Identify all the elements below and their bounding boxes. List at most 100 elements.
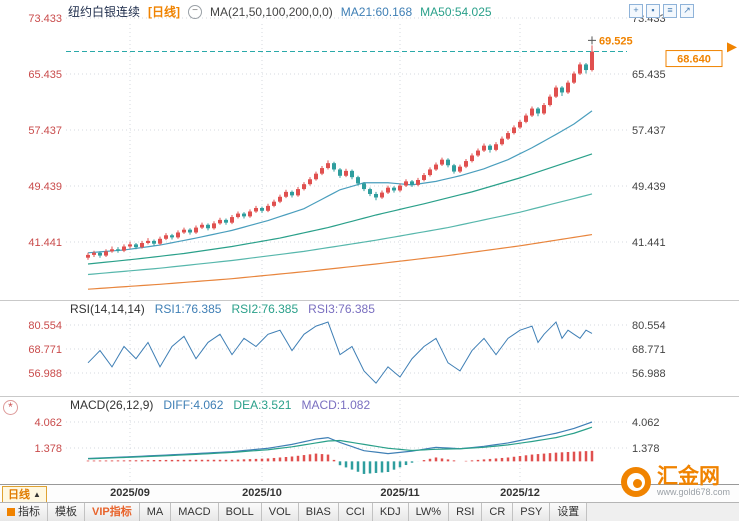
ma-settings-label: MA(21,50,100,200,0,0) — [210, 4, 333, 19]
candle — [488, 145, 492, 150]
candle — [158, 238, 162, 244]
macd-diff-line — [87, 421, 593, 460]
toolbar-tab-MA[interactable]: MA — [139, 503, 172, 521]
price-tick-left: 41.441 — [28, 237, 62, 249]
candle — [248, 211, 252, 217]
candle — [326, 163, 330, 169]
month-label: 2025/09 — [110, 487, 150, 499]
indicator-star-icon[interactable]: * — [3, 400, 18, 415]
price-tick-left: 65.435 — [28, 69, 62, 81]
toolbar-tab-CR[interactable]: CR — [482, 503, 514, 521]
zoom-out-icon[interactable]: − — [188, 4, 203, 19]
macd-tick-left: 1.378 — [34, 443, 62, 455]
candle — [188, 229, 192, 233]
toolbar-tab-label: BIAS — [305, 505, 331, 518]
price-tick-right: 57.437 — [632, 125, 666, 137]
candle — [368, 189, 372, 194]
macd-tick-right: 1.378 — [632, 443, 660, 455]
diff-value: DIFF:4.062 — [163, 398, 224, 412]
candle — [536, 108, 540, 114]
toolbar-tab-PSY[interactable]: PSY — [513, 503, 551, 521]
candle — [308, 179, 312, 185]
candle — [464, 161, 468, 167]
candle — [260, 207, 264, 211]
candle — [590, 51, 594, 71]
toolbar-tab-label: RSI — [456, 505, 475, 518]
crosshair-icon[interactable]: + — [629, 4, 643, 18]
candle — [128, 244, 132, 247]
toolbar-tab-BIAS[interactable]: BIAS — [298, 503, 339, 521]
price-tick-left: 57.437 — [28, 125, 62, 137]
price-tick-right: 41.441 — [632, 237, 666, 249]
compare-icon[interactable]: ≡ — [663, 4, 677, 18]
month-label: 2025/11 — [380, 487, 420, 499]
chart-header: 纽约白银连续 [日线] − MA(21,50,100,200,0,0) MA21… — [68, 3, 492, 20]
toolbar-tab-BOLL[interactable]: BOLL — [218, 503, 262, 521]
toolbar-tab-RSI[interactable]: RSI — [449, 503, 483, 521]
expand-icon[interactable]: ↗ — [680, 4, 694, 18]
price-tick-left: 49.439 — [28, 181, 62, 193]
toolbar-tab-CCI[interactable]: CCI — [338, 503, 373, 521]
candle — [278, 196, 282, 202]
toolbar-tab-设置[interactable]: 设置 — [550, 503, 588, 521]
toolbar-tab-指标[interactable]: 指标 — [0, 503, 48, 521]
candle — [338, 169, 342, 176]
candle — [314, 173, 318, 180]
toolbar-tab-KDJ[interactable]: KDJ — [372, 503, 409, 521]
candle — [500, 138, 504, 145]
candle — [254, 207, 258, 212]
rsi2-value: RSI2:76.385 — [231, 302, 299, 316]
candle — [380, 192, 384, 198]
toolbar-tab-VIP指标[interactable]: VIP指标 — [85, 503, 140, 521]
price-tick-right: 65.435 — [632, 69, 666, 81]
candle — [86, 254, 90, 258]
macd-header: MACD(26,12,9) DIFF:4.062 DEA:3.521 MACD:… — [70, 398, 370, 412]
macd-tick-right: 4.062 — [632, 417, 660, 429]
rsi-tick-left: 68.771 — [28, 344, 62, 356]
candle — [416, 179, 420, 185]
candle — [506, 133, 510, 139]
candle — [578, 64, 582, 74]
candle — [494, 144, 498, 150]
toolbar-tab-label: MACD — [178, 505, 211, 518]
rsi-header: RSI(14,14,14) RSI1:76.385 RSI2:76.385 RS… — [70, 302, 375, 316]
candle — [266, 205, 270, 211]
toolbar-tab-MACD[interactable]: MACD — [171, 503, 219, 521]
candle — [242, 213, 246, 217]
candle — [218, 219, 222, 224]
candle — [452, 165, 456, 172]
xaxis-bar: 日线 ▲ 2025/09 2025/10 2025/11 2025/12 — [0, 484, 739, 503]
candle — [428, 169, 432, 176]
ma50-value-label: MA50:54.025 — [420, 4, 492, 19]
candle — [554, 87, 558, 97]
price-arrow-icon — [727, 42, 737, 53]
candle — [440, 159, 444, 165]
candle — [404, 181, 408, 186]
chevron-up-icon: ▲ — [33, 489, 41, 499]
indicator-grid-icon — [7, 508, 15, 516]
candle — [530, 108, 534, 116]
session-high-label: 69.525 — [599, 35, 633, 47]
ma21-value-label: MA21:60.168 — [340, 4, 413, 19]
candle — [284, 191, 288, 197]
period-button[interactable]: 日线 ▲ — [2, 486, 47, 503]
candle — [476, 150, 480, 156]
toolbar-tab-模板[interactable]: 模板 — [48, 503, 85, 521]
candle — [206, 224, 210, 229]
candle — [344, 170, 348, 176]
header-icon-group: + ▪ ≡ ↗ — [629, 4, 694, 18]
candle — [350, 170, 354, 178]
candle — [542, 105, 546, 114]
candle — [236, 213, 240, 218]
grid-view-icon[interactable]: ▪ — [646, 4, 660, 18]
macd-title: MACD(26,12,9) — [70, 398, 154, 412]
last-price-box-label: 68.640 — [677, 54, 711, 66]
candle — [122, 246, 126, 251]
candle — [356, 177, 360, 184]
toolbar-tab-LW%[interactable]: LW% — [408, 503, 450, 521]
month-label: 2025/12 — [500, 487, 540, 499]
candle — [446, 159, 450, 166]
toolbar-tab-VOL[interactable]: VOL — [261, 503, 299, 521]
candle — [458, 166, 462, 172]
